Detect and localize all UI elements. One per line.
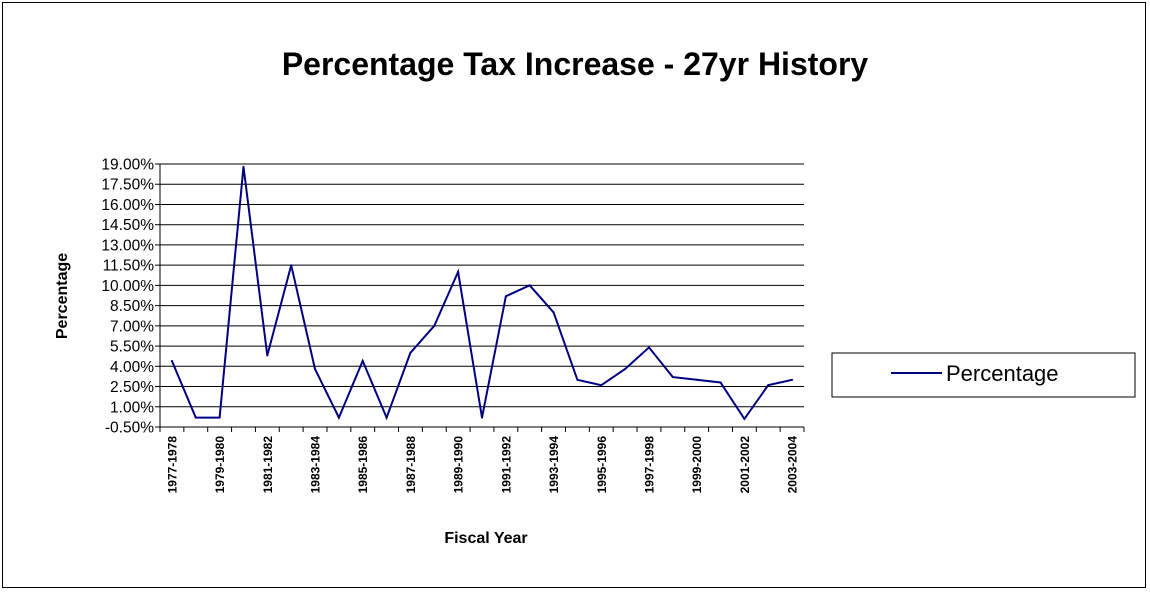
data-point xyxy=(457,270,460,273)
data-point xyxy=(170,359,173,362)
x-tick-label: 1999-2000 xyxy=(690,436,704,494)
x-tick-label: 1997-1998 xyxy=(642,436,656,494)
data-point xyxy=(671,376,674,379)
x-tick-label: 1989-1990 xyxy=(452,436,466,494)
y-axis-ticks: -0.50% 1.00% 2.50% 4.00% 5.50% 7.00% 8.50% 10.0… xyxy=(101,157,160,437)
data-point xyxy=(242,165,245,168)
data-point xyxy=(648,346,650,349)
data-point xyxy=(266,354,269,357)
plot-area xyxy=(160,164,804,427)
data-point xyxy=(361,359,364,362)
y-tick-label: 5.50% xyxy=(110,339,154,356)
grid-lines xyxy=(160,163,804,408)
data-point xyxy=(337,416,340,419)
data-point xyxy=(743,417,746,420)
legend-label: Percentage xyxy=(946,361,1059,386)
data-point xyxy=(218,416,221,419)
x-tick-label: 1981-1982 xyxy=(261,436,275,494)
data-point xyxy=(552,311,555,314)
y-tick-label: 8.50% xyxy=(110,298,154,315)
data-point xyxy=(409,351,412,354)
data-point xyxy=(719,381,722,384)
x-tick-label: 2001-2002 xyxy=(738,436,752,494)
y-tick-label: 4.00% xyxy=(110,359,154,376)
y-tick-label: 13.00% xyxy=(101,237,154,254)
x-axis-label: Fiscal Year xyxy=(444,530,527,547)
legend-box xyxy=(831,352,1136,398)
data-point xyxy=(314,368,316,370)
data-point xyxy=(481,416,483,419)
y-tick-label: 17.50% xyxy=(101,177,154,194)
chart-title: Percentage Tax Increase - 27yr History xyxy=(282,46,869,82)
data-point xyxy=(433,324,436,327)
y-tick-label: -0.50% xyxy=(105,420,154,437)
x-tick-label: 1995-1996 xyxy=(595,436,609,494)
y-axis-label: Percentage xyxy=(54,253,71,339)
x-axis-ticks: 1977-1978 1979-1980 1981-1982 1983-1984 1985… xyxy=(159,427,805,494)
data-point xyxy=(290,264,293,267)
series-group xyxy=(170,165,794,421)
data-point xyxy=(600,384,603,387)
x-tick-label: 1979-1980 xyxy=(213,436,227,494)
y-tick-label: 7.00% xyxy=(110,318,154,335)
y-tick-label: 10.00% xyxy=(101,278,154,295)
y-tick-label: 19.00% xyxy=(101,157,154,174)
data-point xyxy=(767,384,770,387)
x-tick-label: 2003-2004 xyxy=(786,436,800,494)
y-tick-label: 16.00% xyxy=(101,197,154,214)
x-tick-label: 1993-1994 xyxy=(547,436,561,494)
y-tick-label: 11.50% xyxy=(103,258,155,275)
data-point xyxy=(695,378,698,381)
data-point xyxy=(576,378,579,381)
y-tick-label: 2.50% xyxy=(110,379,154,396)
data-point xyxy=(528,284,531,287)
data-point xyxy=(504,295,507,298)
data-point xyxy=(624,368,627,370)
data-point xyxy=(385,416,388,419)
x-tick-label: 1987-1988 xyxy=(404,436,418,494)
y-tick-label: 14.50% xyxy=(101,217,154,234)
y-tick-label: 1.00% xyxy=(110,399,154,416)
data-point xyxy=(194,416,197,419)
x-tick-label: 1991-1992 xyxy=(499,436,513,494)
x-tick-label: 1985-1986 xyxy=(356,436,370,494)
x-tick-label: 1977-1978 xyxy=(165,436,179,494)
data-point xyxy=(791,378,794,381)
legend: Percentage xyxy=(831,352,1136,398)
x-tick-label: 1983-1984 xyxy=(309,436,323,494)
